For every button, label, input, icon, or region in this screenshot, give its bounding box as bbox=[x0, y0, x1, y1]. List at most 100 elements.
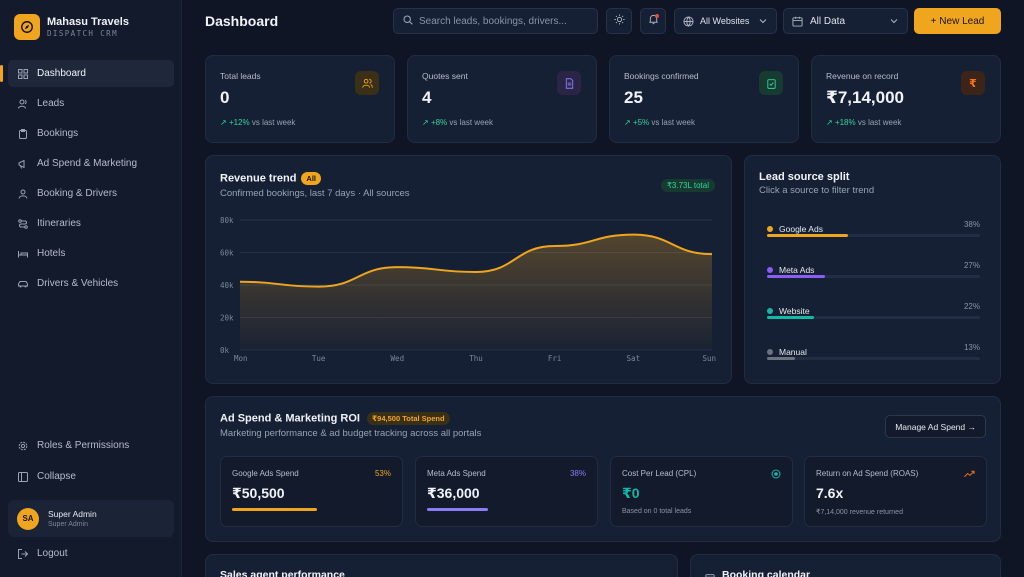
topbar: Dashboard All Websites All Data + New Le… bbox=[183, 0, 1024, 42]
legend-fill bbox=[767, 275, 825, 278]
website-filter-select[interactable]: All Websites bbox=[674, 8, 777, 34]
sidebar-item-label: Booking & Drivers bbox=[37, 188, 118, 199]
sidebar-item-label: Collapse bbox=[37, 471, 76, 482]
source-badge[interactable]: All bbox=[301, 172, 322, 185]
sidebar-item-label: Hotels bbox=[37, 248, 66, 259]
lead-source-card: Lead source split Click a source to filt… bbox=[744, 155, 1001, 384]
cpl-card[interactable]: Cost Per Lead (CPL) ₹0 Based on 0 total … bbox=[610, 456, 793, 527]
stat-label: Bookings confirmed bbox=[624, 71, 699, 81]
data-filter-select[interactable]: All Data bbox=[783, 8, 908, 34]
sidebar-item-label: Ad Spend & Marketing bbox=[37, 158, 138, 169]
stat-delta: ↗ +18% vs last week bbox=[826, 118, 902, 127]
stat-label: Total leads bbox=[220, 71, 261, 81]
calendar-icon bbox=[705, 570, 715, 577]
compass-icon bbox=[14, 14, 40, 40]
notifications-button[interactable] bbox=[640, 8, 666, 34]
x-tick-label: Thu bbox=[469, 354, 483, 363]
bell-icon bbox=[648, 12, 659, 30]
sidebar-item-itineraries[interactable]: Itineraries bbox=[8, 210, 174, 237]
sidebar-item-label: Itineraries bbox=[37, 218, 81, 229]
mini-label: Cost Per Lead (CPL) bbox=[622, 469, 697, 478]
x-tick-label: Sat bbox=[627, 354, 641, 363]
stat-value: 0 bbox=[220, 88, 230, 107]
clipboard-icon bbox=[18, 128, 28, 139]
spend-bar bbox=[232, 508, 318, 511]
stat-card-bookings-confirmed[interactable]: Bookings confirmed 25 ↗ +5% vs last week bbox=[609, 55, 799, 143]
calendar-icon bbox=[792, 16, 803, 27]
total-badge: ₹3.73L total bbox=[660, 179, 715, 192]
globe-icon bbox=[683, 15, 694, 27]
revenue-area bbox=[240, 234, 712, 350]
clipboard-check-icon bbox=[759, 71, 783, 95]
sidebar-item-label: Dashboard bbox=[37, 68, 86, 79]
page-title: Dashboard bbox=[205, 13, 279, 29]
chevron-down-icon bbox=[890, 17, 898, 28]
legend-dot bbox=[767, 225, 773, 232]
legend-fill bbox=[767, 234, 848, 237]
lead-source-google[interactable]: Google Ads 38% bbox=[767, 220, 980, 238]
sidebar-item-ad-spend[interactable]: Ad Spend & Marketing bbox=[8, 150, 174, 177]
legend-name: Meta Ads bbox=[779, 264, 815, 275]
google-ads-spend-card[interactable]: Google Ads Spend 53% ₹50,500 bbox=[220, 456, 403, 527]
sidebar-item-dashboard[interactable]: Dashboard bbox=[0, 60, 174, 87]
lead-source-meta[interactable]: Meta Ads 27% bbox=[767, 261, 980, 279]
new-lead-button[interactable]: + New Lead bbox=[914, 8, 1001, 34]
y-tick-label: 60k bbox=[220, 249, 234, 258]
stat-value: 4 bbox=[422, 88, 432, 107]
logout-button[interactable]: Logout bbox=[8, 540, 174, 567]
legend-fill bbox=[767, 357, 795, 360]
collapse-icon bbox=[18, 471, 28, 482]
legend-dot bbox=[767, 307, 773, 314]
legend-pct: 13% bbox=[963, 343, 980, 352]
notification-dot bbox=[655, 14, 659, 18]
trending-up-icon bbox=[964, 469, 975, 481]
stat-label: Revenue on record bbox=[826, 71, 899, 81]
total-spend-badge: ₹94,500 Total Spend bbox=[366, 412, 450, 425]
logout-label: Logout bbox=[37, 548, 68, 559]
sidebar-item-booking-drivers[interactable]: Booking & Drivers bbox=[8, 180, 174, 207]
theme-toggle-button[interactable] bbox=[606, 8, 632, 34]
target-icon bbox=[771, 469, 781, 481]
brand-subtitle: DISPATCH CRM bbox=[47, 29, 118, 38]
users-icon bbox=[355, 71, 379, 95]
brand[interactable]: Mahasu Travels DISPATCH CRM bbox=[0, 0, 181, 54]
stat-card-revenue[interactable]: Revenue on record ₹7,14,000 ↗ +18% vs la… bbox=[811, 55, 1001, 143]
search-input[interactable] bbox=[419, 15, 589, 27]
sidebar-item-bookings[interactable]: Bookings bbox=[8, 120, 174, 147]
legend-pct: 22% bbox=[963, 302, 980, 311]
sidebar-item-drivers-vehicles[interactable]: Drivers & Vehicles bbox=[8, 270, 174, 297]
stat-card-total-leads[interactable]: Total leads 0 ↗ +12% vs last week bbox=[205, 55, 395, 143]
legend-name: Google Ads bbox=[779, 223, 823, 234]
logout-icon bbox=[18, 548, 28, 559]
lead-source-title: Lead source split bbox=[759, 171, 850, 183]
mini-pct: 38% bbox=[569, 469, 586, 478]
revenue-trend-title: Revenue trend bbox=[220, 172, 297, 185]
sidebar-item-roles-permissions[interactable]: Roles & Permissions bbox=[8, 432, 174, 459]
y-tick-label: 20k bbox=[220, 314, 234, 323]
mini-label: Return on Ad Spend (ROAS) bbox=[816, 469, 919, 478]
lead-source-manual[interactable]: Manual 13% bbox=[767, 343, 980, 361]
stat-card-quotes-sent[interactable]: Quotes sent 4 ↗ +8% vs last week bbox=[407, 55, 597, 143]
x-tick-label: Mon bbox=[234, 354, 248, 363]
search-box[interactable] bbox=[393, 8, 598, 34]
legend-dot bbox=[767, 348, 773, 355]
legend-name: Website bbox=[779, 305, 810, 316]
user-card[interactable]: SA Super Admin Super Admin bbox=[8, 500, 174, 537]
booking-calendar-card: Booking calendar bbox=[690, 554, 1001, 577]
sidebar-item-leads[interactable]: Leads bbox=[8, 90, 174, 117]
ad-spend-subtitle: Marketing performance & ad budget tracki… bbox=[220, 428, 482, 439]
sidebar-item-collapse[interactable]: Collapse bbox=[8, 463, 174, 490]
megaphone-icon bbox=[18, 159, 28, 169]
manage-ad-spend-button[interactable]: Manage Ad Spend → bbox=[885, 415, 986, 438]
meta-ads-spend-card[interactable]: Meta Ads Spend 38% ₹36,000 bbox=[415, 456, 598, 527]
user-icon bbox=[18, 189, 28, 199]
lead-source-website[interactable]: Website 22% bbox=[767, 302, 980, 320]
stat-value: ₹7,14,000 bbox=[826, 88, 905, 107]
roas-card[interactable]: Return on Ad Spend (ROAS) 7.6x ₹7,14,000… bbox=[804, 456, 987, 527]
mini-value: 7.6x bbox=[816, 485, 844, 501]
mini-pct: 53% bbox=[374, 469, 391, 478]
sales-agent-card: Sales agent performance bbox=[205, 554, 678, 577]
x-tick-label: Tue bbox=[312, 354, 326, 363]
y-tick-label: 80k bbox=[220, 216, 234, 225]
sidebar-item-hotels[interactable]: Hotels bbox=[8, 240, 174, 267]
